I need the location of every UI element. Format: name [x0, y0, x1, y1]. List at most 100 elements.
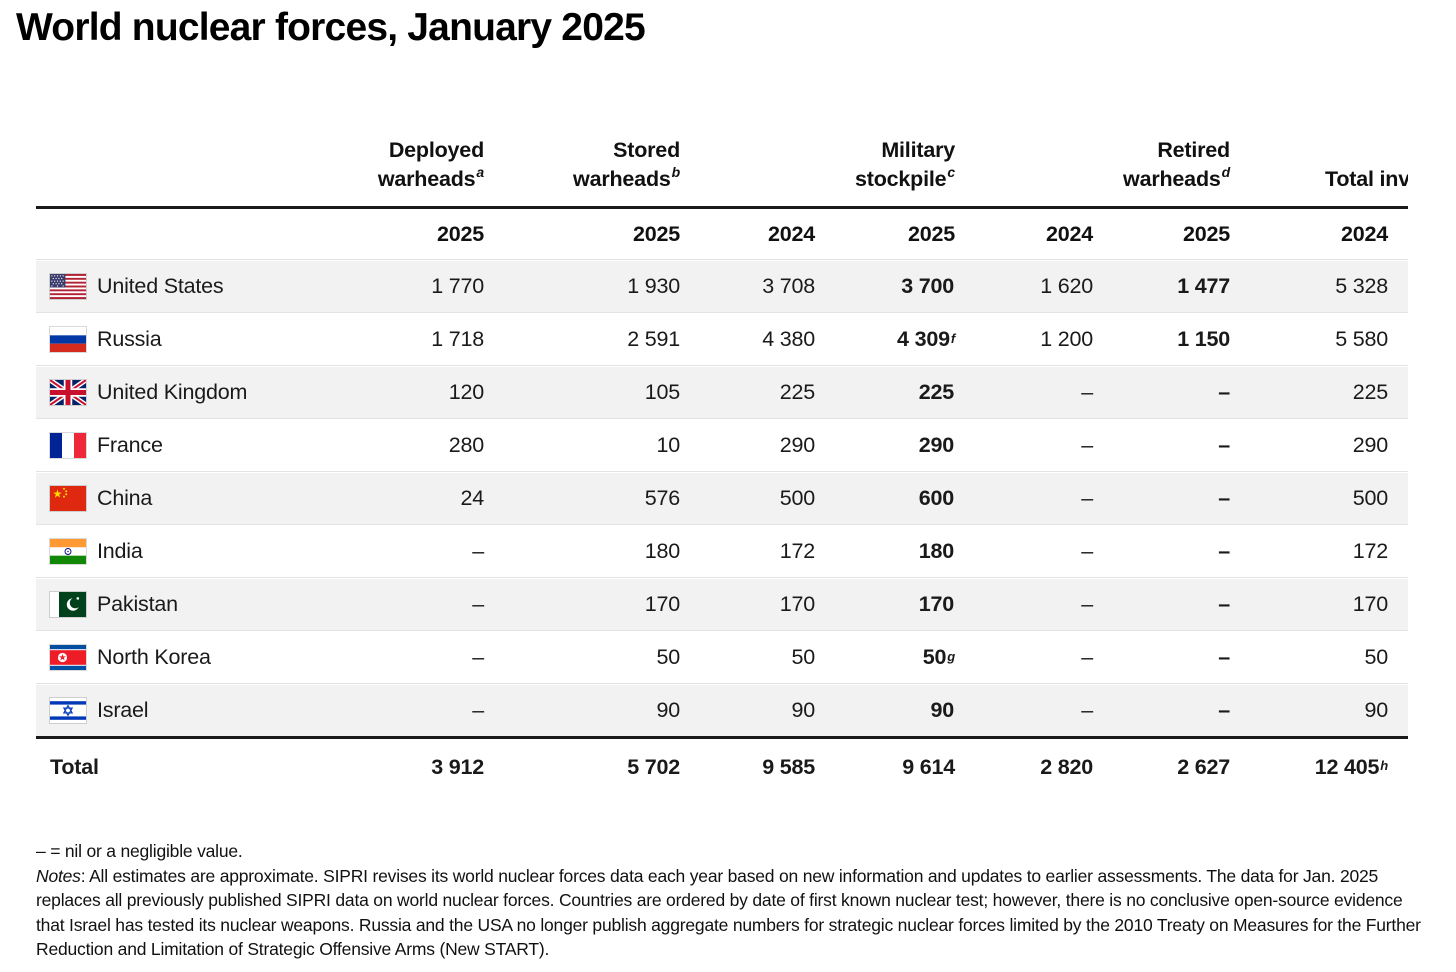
cell-total-2024: 290	[1352, 433, 1388, 457]
cell-stockpile-2024: 225	[779, 380, 815, 404]
cell-stockpile-2025: 225	[918, 380, 954, 404]
header-military-stockpile: Military stockpilec	[855, 138, 955, 191]
country-label: India	[97, 539, 143, 563]
total-row: Total 3 912 5 702 9 585 9 614 2 820 2 62…	[36, 739, 1408, 795]
cell-stockpile-2025: 50 g	[922, 645, 955, 669]
cell-retired-2024: –	[1081, 592, 1093, 616]
country-label: France	[97, 433, 163, 457]
table-row: France 280 10 290 290 – – 290	[36, 418, 1408, 471]
cell-total-2024: 5 580	[1335, 327, 1388, 351]
cell-total-retired-2024: 2 820	[1040, 754, 1093, 779]
cell-stockpile-2024: 290	[779, 433, 815, 457]
total-rule	[36, 736, 1408, 739]
year-stockpile-2024: 2024	[767, 221, 815, 246]
cell-stored: 170	[644, 592, 680, 616]
country-label: United States	[97, 274, 224, 298]
cell-retired-2025: –	[1218, 539, 1230, 563]
cell-stockpile-2025: 3 700	[901, 274, 954, 298]
cell-deployed: 24	[460, 486, 484, 510]
cell-stored: 576	[644, 486, 680, 510]
table-row: India – 180 172 180 – – 172	[36, 524, 1408, 577]
cell-retired-2025: –	[1218, 380, 1230, 404]
year-retired-2024: 2024	[1045, 221, 1093, 246]
header-rule	[36, 206, 1408, 209]
table-row: Israel – 90 90 90 – – 90	[36, 683, 1408, 736]
cell-total-2024: 50	[1364, 645, 1388, 669]
country-label: Russia	[97, 327, 162, 351]
year-retired-2025: 2025	[1182, 221, 1230, 246]
nuclear-forces-table: Deployed warheadsa Stored warheadsb Mili…	[36, 106, 1408, 795]
year-total-2024: 2024	[1340, 221, 1388, 246]
cell-retired-2025: –	[1218, 592, 1230, 616]
cell-total-2024: 5 328	[1335, 274, 1388, 298]
cell-stored: 105	[644, 380, 680, 404]
total-label: Total	[50, 754, 99, 779]
cell-retired-2024: 1 200	[1040, 327, 1093, 351]
cell-retired-2025: –	[1218, 433, 1230, 457]
cell-stockpile-2024: 90	[791, 698, 815, 722]
cell-stockpile-2025: 290	[918, 433, 954, 457]
header-retired-warheads: Retired warheadsd	[1123, 138, 1230, 191]
cell-stored: 2 591	[627, 327, 680, 351]
cell-stockpile-2024: 170	[779, 592, 815, 616]
cell-total-2024: 90	[1364, 698, 1388, 722]
header-deployed-warheads: Deployed warheadsa	[377, 138, 484, 191]
cell-total-stored: 5 702	[627, 754, 680, 779]
header-total-inventory: Total inventory	[1325, 167, 1408, 191]
cell-retired-2024: –	[1081, 380, 1093, 404]
year-deployed-2025: 2025	[436, 221, 484, 246]
cell-deployed: –	[472, 539, 484, 563]
cell-retired-2025: –	[1218, 645, 1230, 669]
country-label: North Korea	[97, 645, 211, 669]
footnotes: – = nil or a negligible value. Notes: Al…	[36, 839, 1434, 962]
cell-retired-2024: –	[1081, 433, 1093, 457]
cell-stockpile-2025: 4 309 f	[897, 327, 955, 351]
cell-total-deployed: 3 912	[431, 754, 484, 779]
cell-retired-2025: –	[1218, 698, 1230, 722]
cell-deployed: 1 770	[431, 274, 484, 298]
cell-stored: 90	[656, 698, 680, 722]
cell-total-stockpile-2025: 9 614	[902, 754, 955, 779]
north-korea-flag-icon	[50, 645, 86, 670]
country-label: Israel	[97, 698, 149, 722]
cell-deployed: 280	[448, 433, 484, 457]
cell-total-2024: 170	[1352, 592, 1388, 616]
cell-deployed: 120	[448, 380, 484, 404]
cell-stockpile-2024: 4 380	[762, 327, 815, 351]
united-kingdom-flag-icon	[50, 380, 86, 405]
cell-retired-2024: –	[1081, 486, 1093, 510]
header-stored-warheads: Stored warheadsb	[573, 138, 680, 191]
cell-total-2024: 500	[1352, 486, 1388, 510]
table-row: United Kingdom 120 105 225 225 – – 225	[36, 365, 1408, 418]
cell-stockpile-2024: 3 708	[762, 274, 815, 298]
country-label: United Kingdom	[97, 380, 248, 404]
cell-total-2024: 225	[1352, 380, 1388, 404]
cell-total-2024: 172	[1352, 539, 1388, 563]
cell-retired-2024: –	[1081, 539, 1093, 563]
cell-deployed: –	[472, 592, 484, 616]
pakistan-flag-icon	[50, 592, 86, 617]
country-label: Pakistan	[97, 592, 178, 616]
notes-body: : All estimates are approximate. SIPRI r…	[36, 865, 1421, 960]
year-stored-2025: 2025	[632, 221, 680, 246]
cell-deployed: –	[472, 645, 484, 669]
cell-total-stockpile-2024: 9 585	[762, 754, 815, 779]
cell-retired-2025: 1 477	[1177, 274, 1230, 298]
cell-stored: 10	[656, 433, 680, 457]
cell-retired-2025: 1 150	[1177, 327, 1230, 351]
table-row: Pakistan – 170 170 170 – – 170	[36, 577, 1408, 630]
table-row: United States 1 770 1 930 3 708 3 700 1 …	[36, 259, 1408, 312]
page-title: World nuclear forces, January 2025	[16, 6, 646, 49]
russia-flag-icon	[50, 327, 86, 352]
cell-retired-2025: –	[1218, 486, 1230, 510]
cell-retired-2024: –	[1081, 645, 1093, 669]
france-flag-icon	[50, 433, 86, 458]
notes-label: Notes	[36, 865, 81, 886]
notes-paragraph: Notes: All estimates are approximate. SI…	[36, 864, 1434, 962]
cell-stockpile-2025: 170	[918, 592, 954, 616]
cell-deployed: –	[472, 698, 484, 722]
cell-stockpile-2025: 180	[918, 539, 954, 563]
china-flag-icon	[50, 486, 86, 511]
cell-retired-2024: –	[1081, 698, 1093, 722]
